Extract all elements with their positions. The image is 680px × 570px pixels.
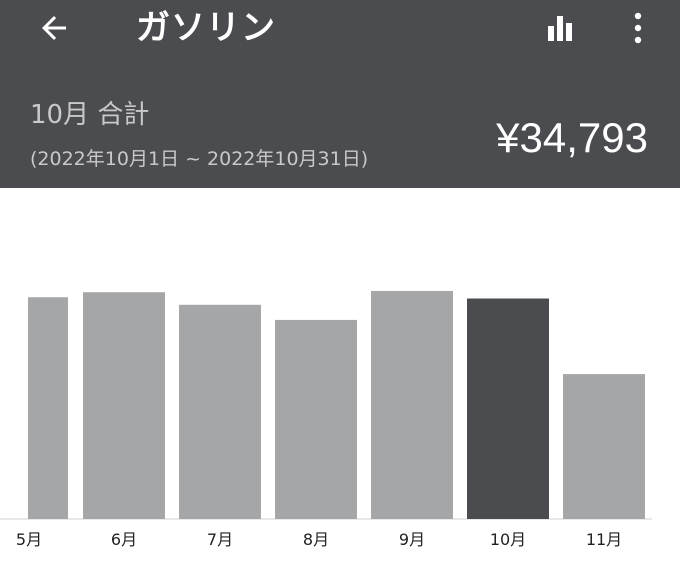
bar-6-month[interactable]	[83, 292, 165, 519]
summary-total-amount: ¥34,793	[496, 114, 648, 161]
more-vertical-icon	[634, 12, 642, 44]
summary-label: 10月 合計	[30, 100, 150, 130]
monthly-bar-chart: 5月 6月 7月 8月 9月 10月 11月	[0, 290, 652, 549]
month-label: 10月	[490, 530, 526, 549]
bar-11-month[interactable]	[563, 374, 645, 519]
month-label: 7月	[207, 530, 233, 549]
bar-5-month[interactable]	[28, 297, 68, 519]
month-label: 6月	[111, 530, 137, 549]
bar-7-month[interactable]	[179, 304, 261, 519]
bar-10-month[interactable]	[467, 298, 549, 520]
bar-9-month[interactable]	[371, 290, 453, 519]
month-label: 9月	[399, 530, 425, 549]
month-label: 11月	[586, 530, 622, 549]
bar-chart-icon	[548, 16, 572, 41]
month-label: 8月	[303, 530, 329, 549]
back-button[interactable]	[30, 6, 78, 50]
arrow-left-icon	[42, 16, 66, 40]
chart-view-button[interactable]	[538, 10, 582, 46]
summary-date-range: (2022年10月1日 ~ 2022年10月31日)	[30, 148, 369, 170]
more-options-button[interactable]	[620, 8, 656, 48]
month-label: 5月	[16, 530, 42, 549]
bar-8-month[interactable]	[275, 319, 357, 519]
app-bar: ガソリン 10月 合計 (2022年10月1日 ~ 2022年10月31日) ¥…	[0, 0, 680, 188]
page-title: ガソリン	[136, 8, 276, 48]
